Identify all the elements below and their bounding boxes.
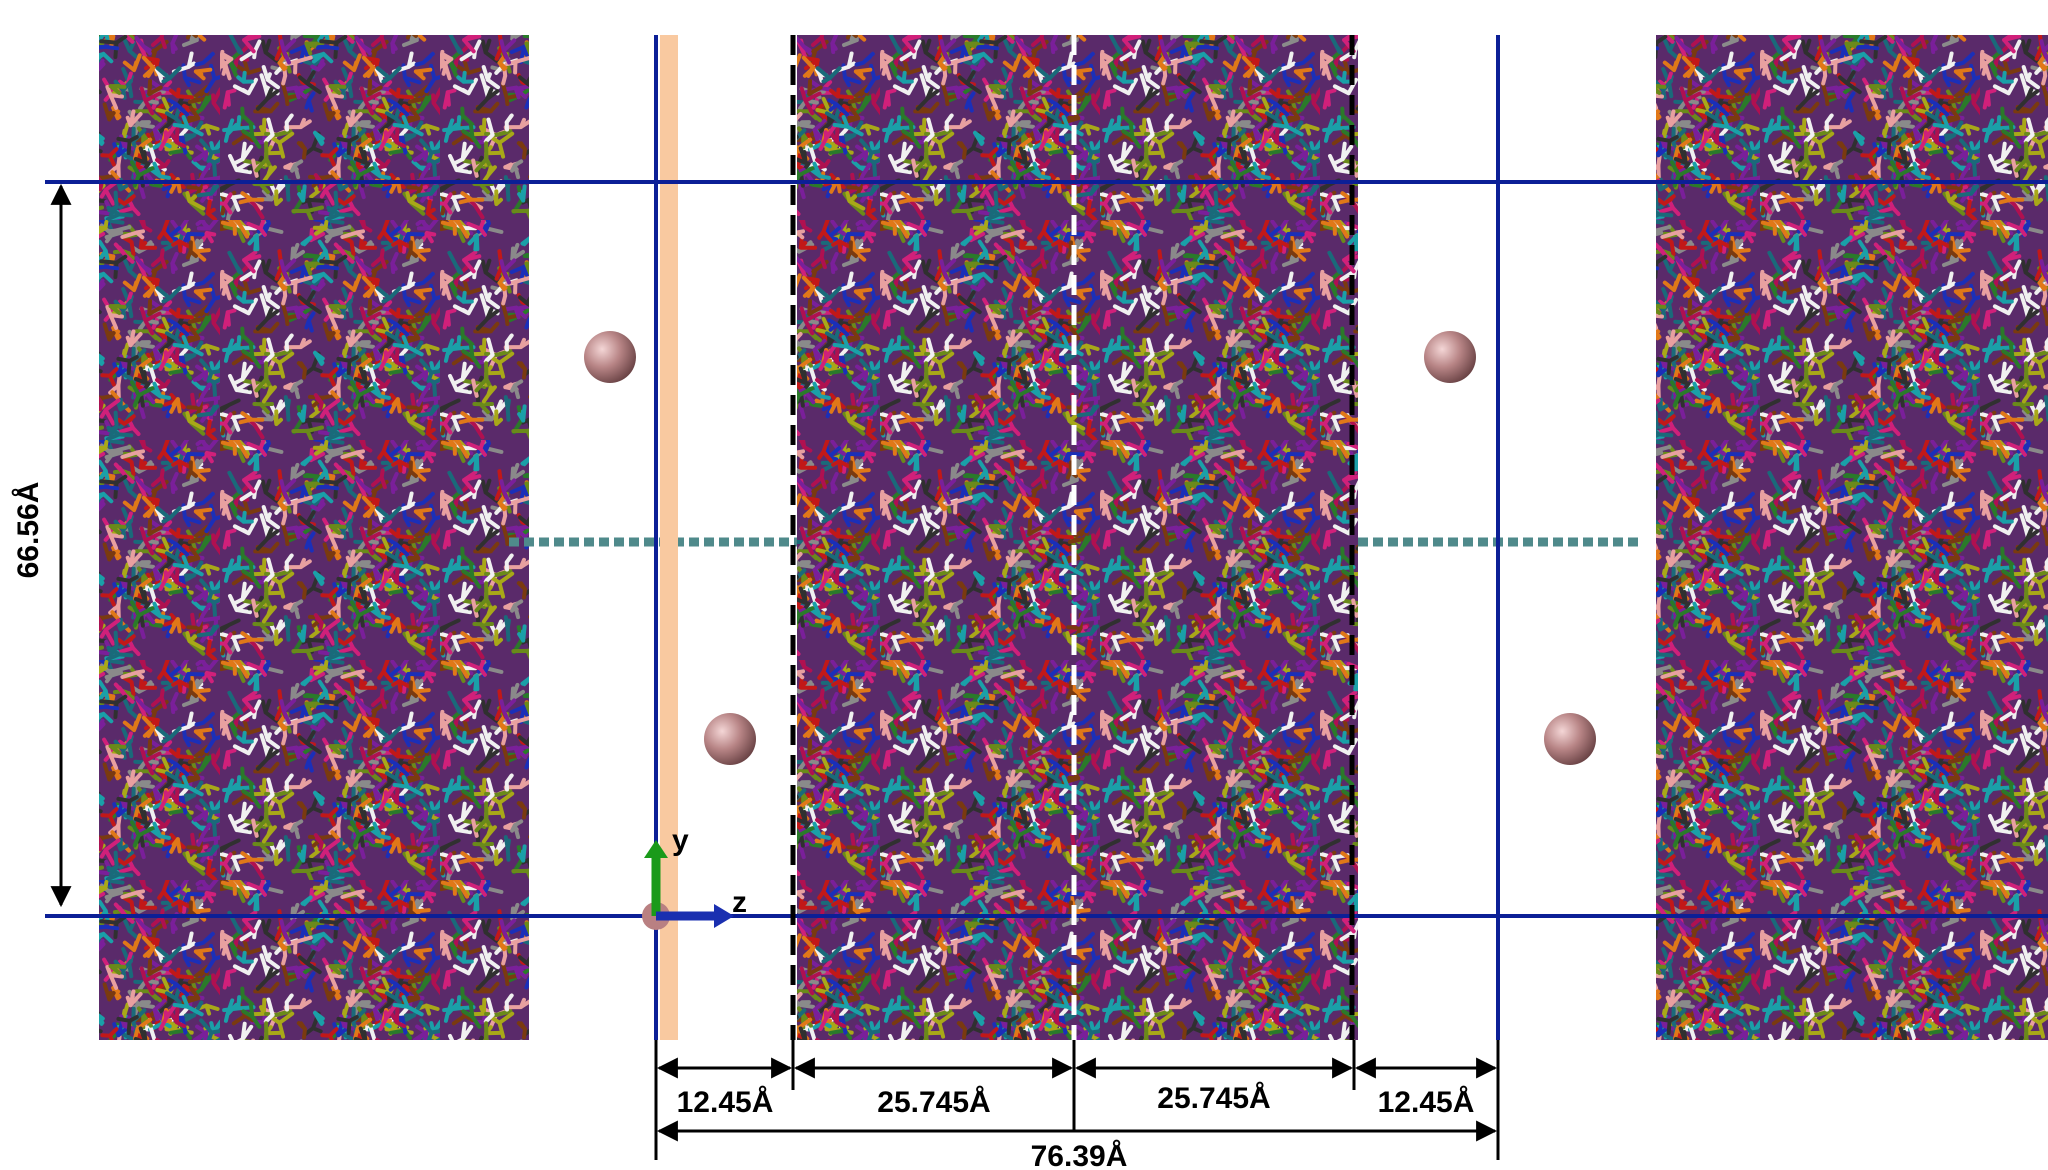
segment-arrows <box>656 1057 1498 1142</box>
segment-label: 12.45Å <box>677 1086 774 1119</box>
segment-label: 12.45Å <box>1378 1086 1475 1119</box>
molecule-block <box>797 35 1358 1040</box>
axis-label: z <box>732 886 747 919</box>
dimension-ticks <box>654 1040 1500 1160</box>
cell-lines <box>45 35 2048 1040</box>
molecule-block <box>1656 35 2048 1040</box>
axis-label: y <box>672 824 689 857</box>
total-label: 76.39Å <box>1031 1140 1128 1170</box>
y-axis-head <box>644 840 668 858</box>
orange-strip <box>660 35 678 1040</box>
ion <box>1544 713 1596 765</box>
ion <box>584 331 636 383</box>
segment-label: 25.745Å <box>1157 1082 1270 1115</box>
segment-label: 25.745Å <box>877 1086 990 1119</box>
z-axis-head <box>714 904 734 928</box>
ion <box>1424 331 1476 383</box>
ion <box>704 713 756 765</box>
molecule-block <box>99 35 529 1040</box>
height-label: 66.56Å <box>12 482 45 579</box>
